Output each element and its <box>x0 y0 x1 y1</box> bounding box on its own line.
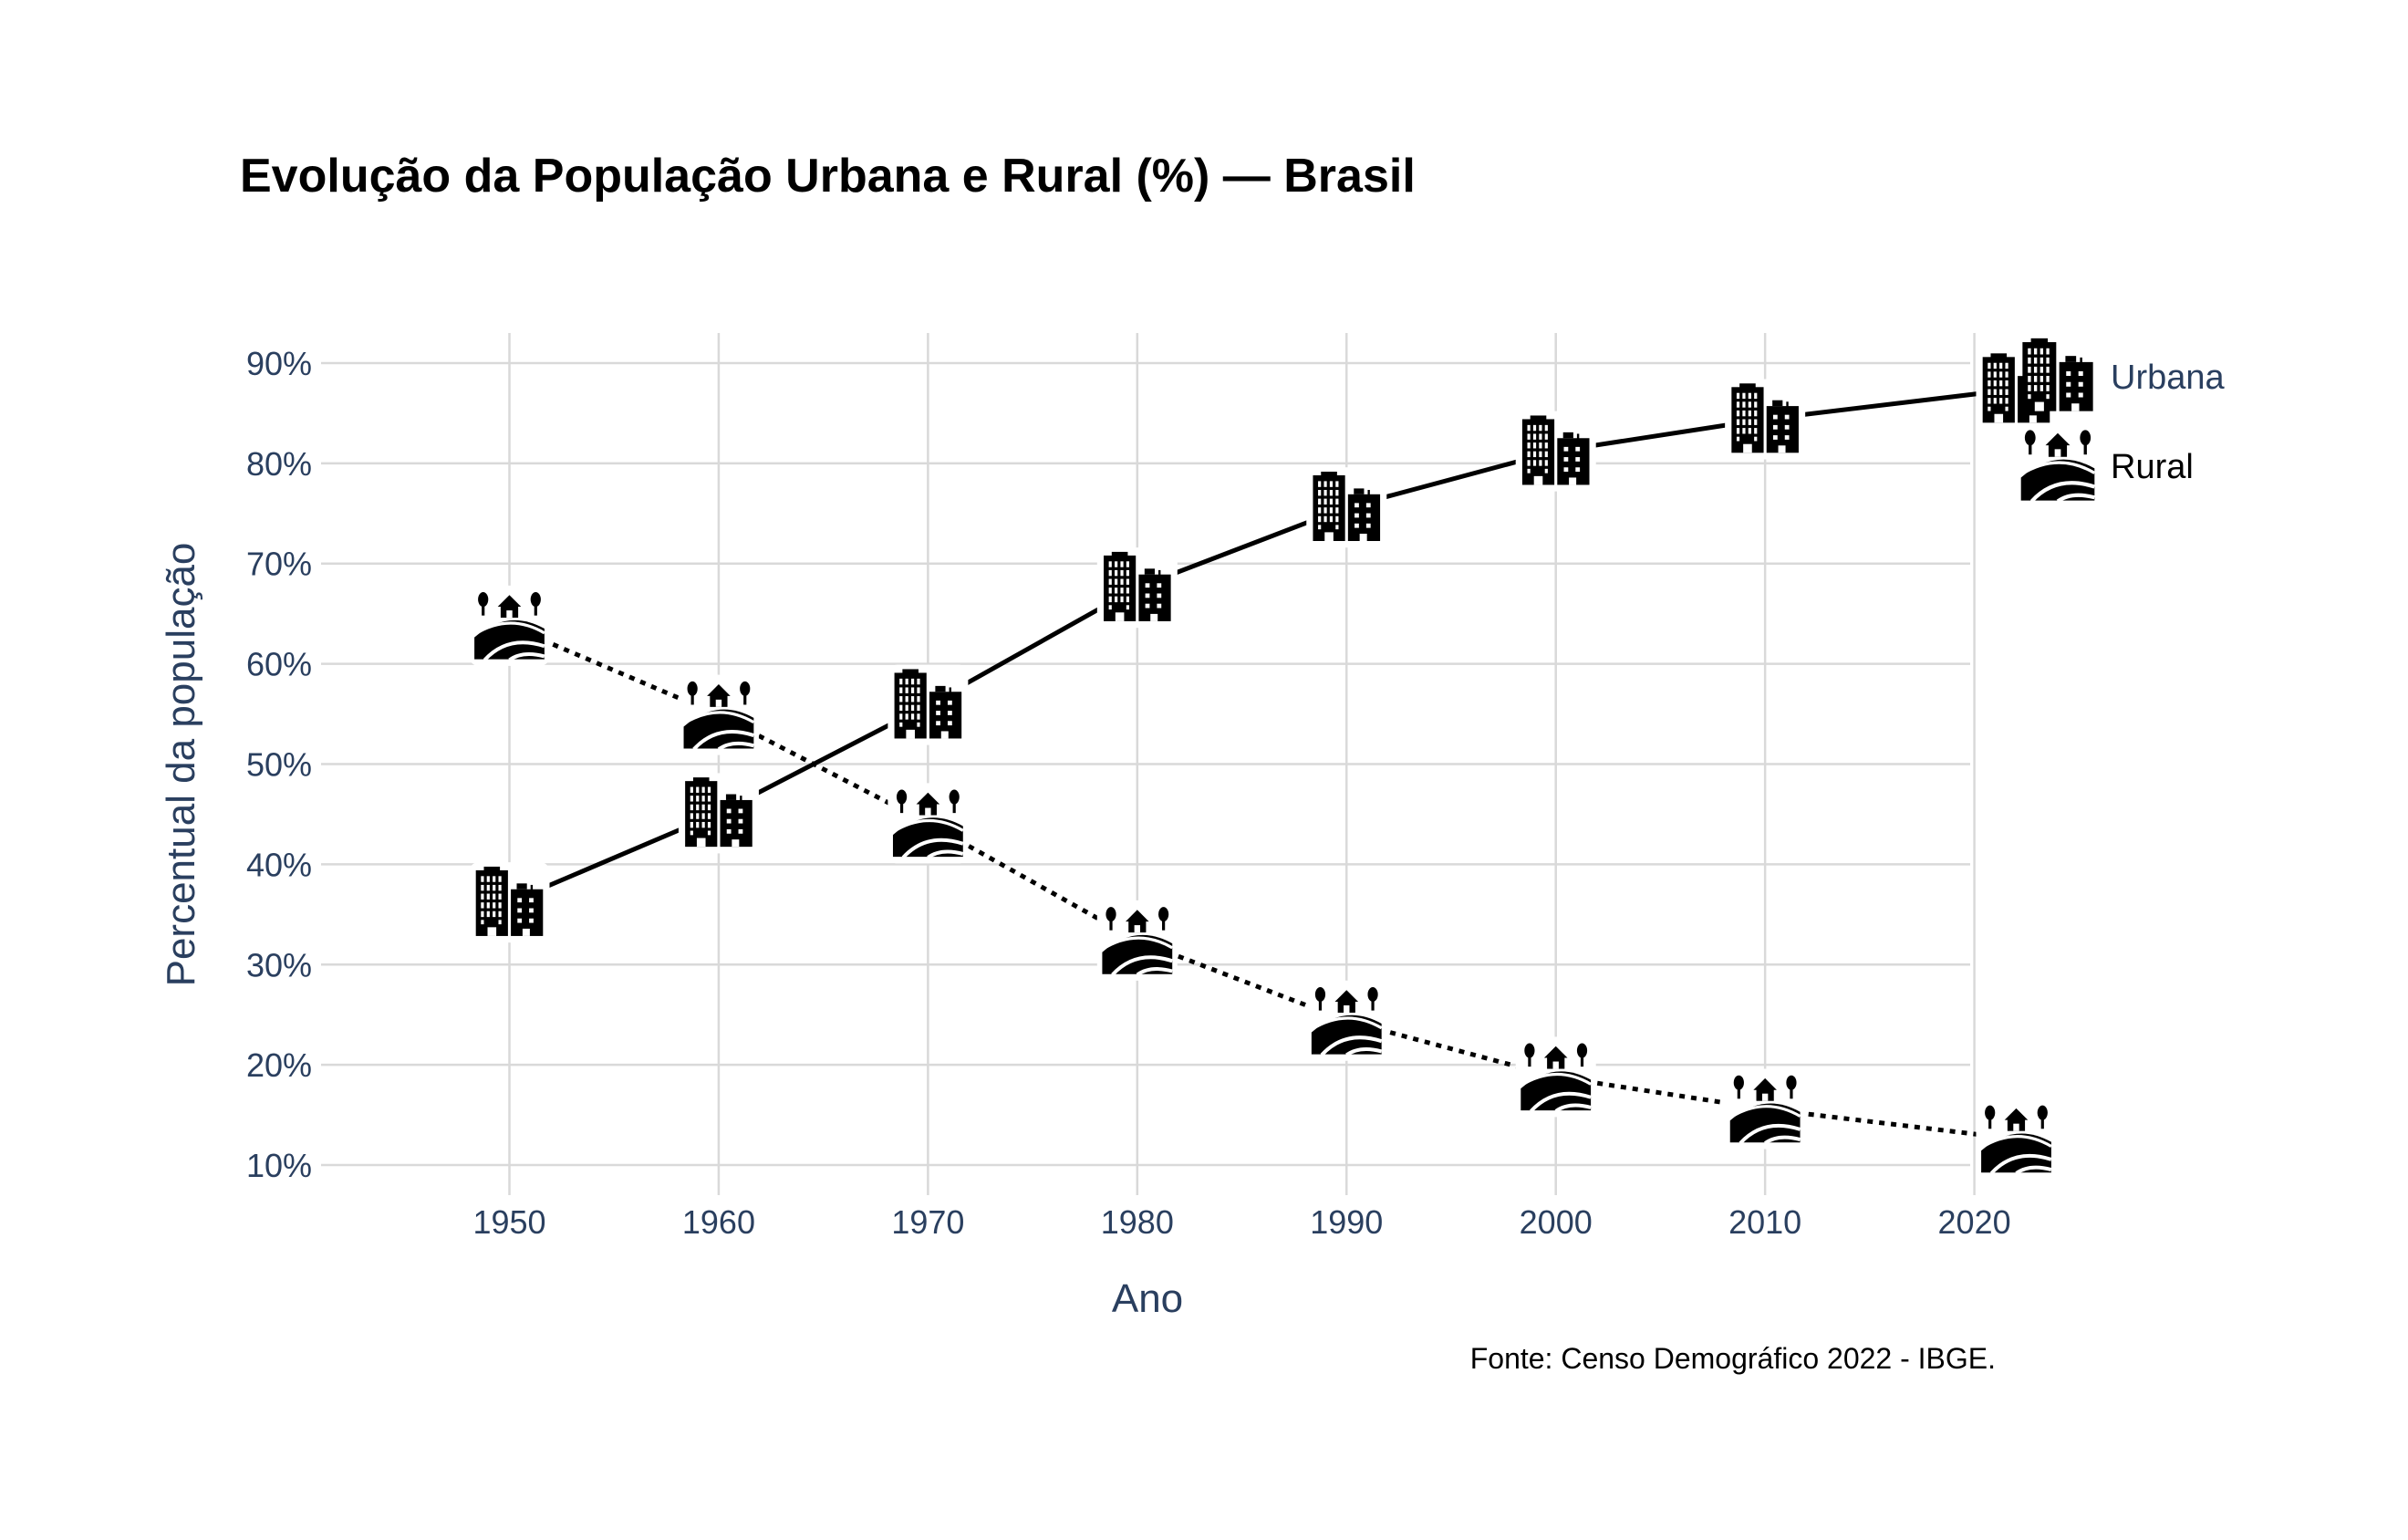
source-note: Fonte: Censo Demográfico 2022 - IBGE. <box>1470 1342 1996 1375</box>
y-tick-label: 70% <box>246 546 312 583</box>
data-point-rural <box>469 585 550 666</box>
data-point-rural <box>887 783 969 864</box>
data-point-rural <box>678 674 759 755</box>
x-tick-label: 1970 <box>891 1203 964 1241</box>
legend-item-rural: Rural <box>2021 430 2194 501</box>
building-icon <box>2022 338 2093 411</box>
x-axis-title: Ano <box>1112 1276 1183 1321</box>
data-point-urbana <box>1515 411 1596 492</box>
grid <box>321 333 1976 1195</box>
y-tick-label: 20% <box>246 1046 312 1084</box>
y-tick-label: 90% <box>246 345 312 382</box>
y-tick-label: 60% <box>246 646 312 683</box>
data-point-rural <box>1306 980 1387 1061</box>
legend: Urbana Rural <box>2021 338 2225 502</box>
legend-label: Rural <box>2111 448 2194 486</box>
legend-item-urbana: Urbana <box>2022 338 2225 411</box>
data-point-urbana <box>469 862 550 943</box>
y-tick-label: 80% <box>246 445 312 483</box>
data-point-urbana <box>678 773 759 854</box>
data-point-rural <box>1976 1098 2057 1180</box>
data-point-rural <box>1725 1068 1806 1150</box>
x-tick-label: 1960 <box>682 1203 755 1241</box>
y-axis-ticks: 10% 20% 30% 40% 50% 60% 70% 80% 90% <box>246 345 312 1184</box>
data-point-urbana <box>1725 379 1806 460</box>
legend-label: Urbana <box>2111 359 2225 397</box>
series-markers <box>469 349 2057 1180</box>
x-tick-label: 2020 <box>1938 1203 2011 1241</box>
x-tick-label: 1990 <box>1310 1203 1383 1241</box>
chart-title: Evolução da População Urbana e Rural (%)… <box>240 150 1416 203</box>
farm-icon <box>2021 430 2095 501</box>
data-point-rural <box>1515 1036 1596 1118</box>
x-tick-label: 2010 <box>1728 1203 1801 1241</box>
y-tick-label: 10% <box>246 1147 312 1184</box>
y-tick-label: 30% <box>246 946 312 983</box>
y-tick-label: 40% <box>246 846 312 883</box>
y-tick-label: 50% <box>246 746 312 784</box>
data-point-urbana <box>1096 547 1178 629</box>
x-axis-ticks: 1950 1960 1970 1980 1990 2000 2010 2020 <box>472 1203 2010 1241</box>
x-tick-label: 1980 <box>1101 1203 1174 1241</box>
y-axis-title: Percentual da população <box>159 543 203 987</box>
data-point-urbana <box>887 664 969 745</box>
data-point-urbana <box>1306 467 1387 548</box>
data-point-rural <box>1096 900 1178 981</box>
x-tick-label: 2000 <box>1520 1203 1593 1241</box>
x-tick-label: 1950 <box>472 1203 545 1241</box>
